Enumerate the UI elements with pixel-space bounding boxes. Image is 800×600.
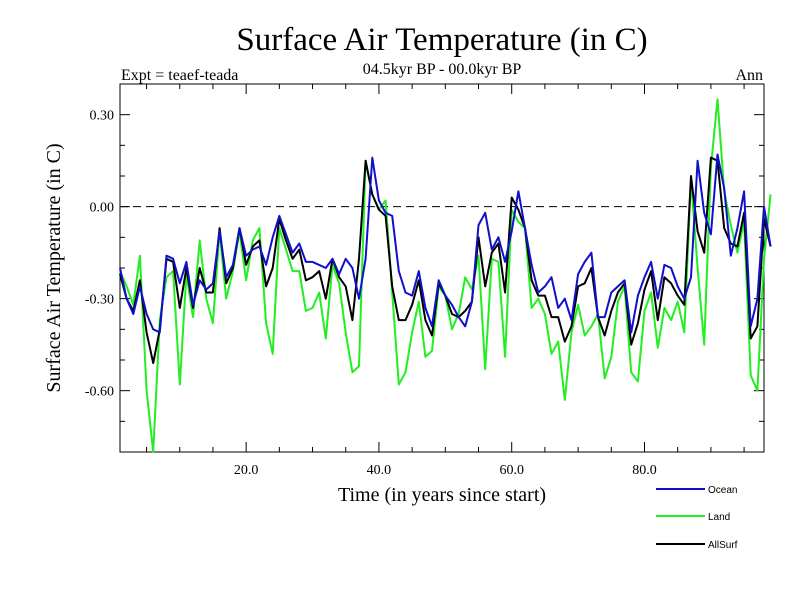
x-axis-label: Time (in years since start) <box>338 484 546 506</box>
season-label: Ann <box>735 67 763 84</box>
y-tick-label: -0.30 <box>85 293 114 308</box>
x-tick-label: 20.0 <box>234 463 259 478</box>
legend-label-land: Land <box>708 512 730 523</box>
chart-subtitle: 04.5kyr BP - 00.0kyr BP <box>363 61 522 78</box>
y-axis-label: Surface Air Temperature (in C) <box>43 143 65 392</box>
experiment-label: Expt = teaef-teada <box>121 67 238 84</box>
legend-label-ocean: Ocean <box>708 485 737 496</box>
x-tick-label: 60.0 <box>499 463 524 478</box>
x-tick-label: 40.0 <box>367 463 392 478</box>
series-line-ocean <box>119 153 772 334</box>
series-group <box>119 98 772 453</box>
chart-title: Surface Air Temperature (in C) <box>236 22 647 58</box>
legend: Ocean Land AllSurf <box>656 485 738 551</box>
x-tick-label: 80.0 <box>632 463 657 478</box>
y-tick-label: 0.00 <box>90 201 115 216</box>
y-tick-label: -0.60 <box>85 385 114 400</box>
x-axis: 20.0 40.0 60.0 80.0 <box>146 84 745 478</box>
legend-label-allsurf: AllSurf <box>708 540 738 551</box>
y-tick-label: 0.30 <box>90 109 115 124</box>
